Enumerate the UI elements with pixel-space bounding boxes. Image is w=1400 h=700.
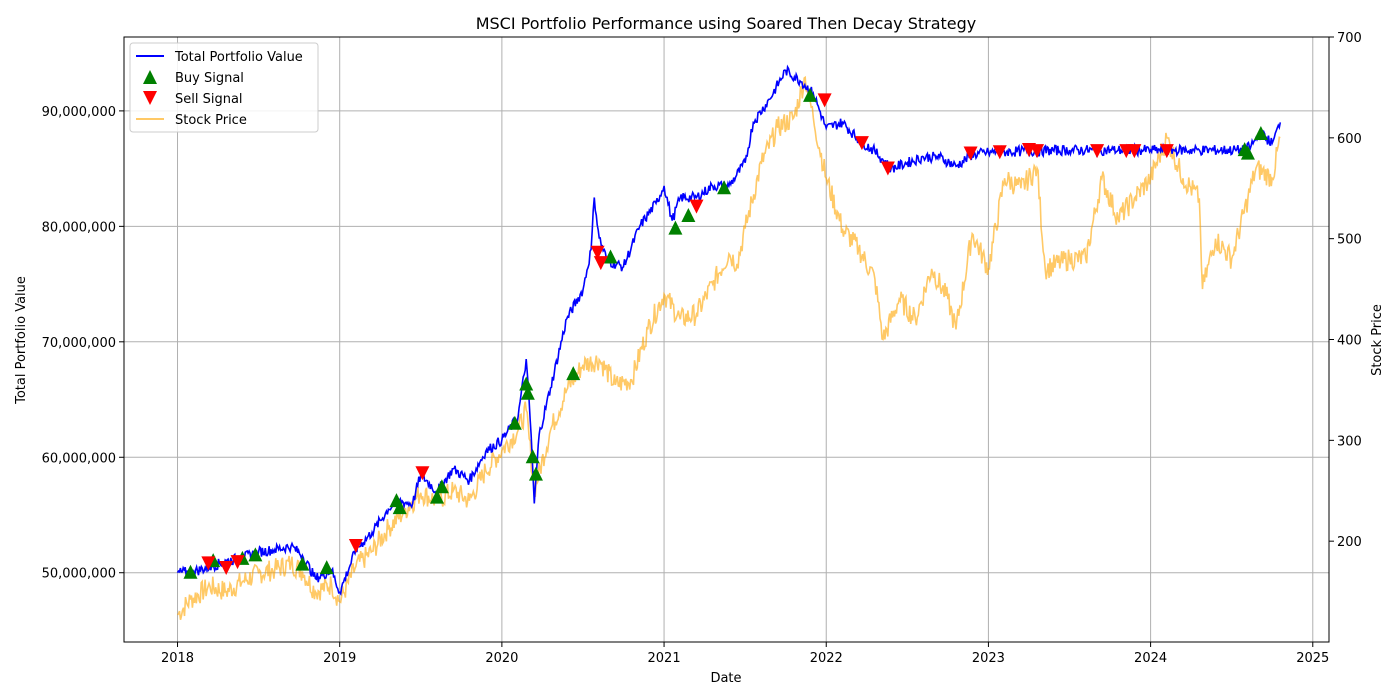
buy-signal-marker: [1240, 145, 1255, 160]
buy-signal-marker: [525, 449, 540, 464]
buy-signal-marker: [520, 385, 535, 400]
buy-signal-marker: [717, 180, 732, 195]
buy-signal-marker: [183, 564, 198, 579]
buy-signal-marker: [519, 376, 534, 391]
portfolio-value-line: [176, 64, 1282, 596]
buy-signal-marker: [392, 500, 407, 515]
sell-signal-marker: [1159, 144, 1174, 159]
axis-ticks: 2018 2019 2020 2021 2022 2023 2024 2025 50,000,0…: [42, 31, 1362, 666]
sell-signal-marker: [854, 136, 869, 151]
y-tick-label-left: 90,000,000: [42, 105, 116, 120]
sell-signal-marker: [348, 539, 363, 554]
y-tick-label-right: 300: [1337, 434, 1362, 449]
y-tick-label-left: 60,000,000: [42, 451, 116, 466]
buy-signal-marker: [668, 220, 683, 235]
y-tick-label-right: 600: [1337, 132, 1362, 147]
buy-signal-marker: [430, 489, 445, 504]
sell-signal-marker: [230, 555, 245, 570]
sell-signal-marker: [689, 199, 704, 214]
buy-signal-marker: [248, 547, 263, 562]
sell-signal-marker: [1127, 144, 1142, 159]
legend-buy-label: Buy Signal: [175, 71, 244, 86]
buy-signal-marker: [603, 249, 618, 264]
sell-signal-marker: [415, 466, 430, 481]
x-tick-label: 2018: [161, 651, 194, 666]
x-tick-label: 2021: [648, 651, 681, 666]
buy-signal-marker: [1253, 125, 1268, 140]
buy-signal-marker: [681, 207, 696, 222]
sell-signal-marker: [880, 161, 895, 176]
x-tick-label: 2023: [972, 651, 1005, 666]
buy-signal-marker: [528, 466, 543, 481]
signal-markers: [183, 87, 1268, 579]
x-tick-label: 2022: [810, 651, 843, 666]
sell-signal-marker: [992, 145, 1007, 160]
legend-buy-icon: [143, 70, 157, 84]
y-axis-label-right: Stock Price: [1370, 304, 1385, 376]
stock-price-series: [176, 75, 1281, 620]
legend: Total Portfolio Value Buy Signal Sell Si…: [129, 42, 319, 133]
y-tick-label-right: 700: [1337, 31, 1362, 46]
chart-title: MSCI Portfolio Performance using Soared …: [476, 14, 977, 33]
y-tick-label-right: 400: [1337, 334, 1362, 349]
buy-signal-marker: [507, 415, 522, 430]
sell-signal-marker: [201, 556, 216, 571]
sell-signal-marker: [817, 93, 832, 108]
legend-sell-icon: [143, 91, 157, 105]
sell-signal-marker: [219, 560, 234, 575]
legend-sell-label: Sell Signal: [175, 92, 243, 107]
y-tick-label-right: 200: [1337, 535, 1362, 550]
stock-price-line: [176, 75, 1281, 620]
buy-signal-marker: [434, 479, 449, 494]
y-tick-label-left: 70,000,000: [42, 336, 116, 351]
x-axis-label: Date: [710, 671, 741, 686]
sell-signal-marker: [1030, 144, 1045, 159]
grid-lines: [124, 37, 1329, 642]
legend-portfolio-label: Total Portfolio Value: [174, 50, 303, 65]
x-tick-label: 2020: [485, 651, 518, 666]
x-tick-label: 2019: [323, 651, 356, 666]
sell-signal-marker: [590, 245, 605, 260]
x-tick-label: 2024: [1134, 651, 1167, 666]
sell-signal-marker: [1090, 144, 1105, 159]
y-tick-label-left: 50,000,000: [42, 567, 116, 582]
sell-signal-marker: [593, 256, 608, 271]
y-tick-label-left: 80,000,000: [42, 220, 116, 235]
legend-box: [129, 42, 319, 133]
x-tick-label: 2025: [1296, 651, 1329, 666]
portfolio-value-series: [176, 64, 1282, 596]
buy-signal-marker: [319, 560, 334, 575]
y-axis-label-left: Total Portfolio Value: [14, 276, 29, 405]
buy-signal-marker: [803, 87, 818, 102]
sell-signal-marker: [963, 146, 978, 161]
legend-stock-label: Stock Price: [175, 113, 247, 128]
buy-signal-marker: [295, 556, 310, 571]
y-tick-label-right: 500: [1337, 233, 1362, 248]
buy-signal-marker: [566, 366, 581, 381]
